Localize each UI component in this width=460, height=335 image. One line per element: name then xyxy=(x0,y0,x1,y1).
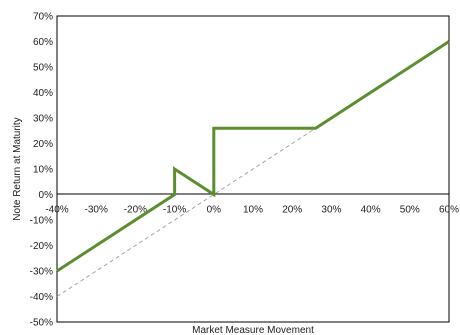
market-measure-line xyxy=(56,41,450,297)
x-tick-label: 40% xyxy=(361,205,381,216)
series-layer xyxy=(56,40,450,297)
y-tick-label: -30% xyxy=(30,267,53,278)
x-tick-label: 60% xyxy=(439,205,459,216)
y-tick-label: 10% xyxy=(33,165,53,176)
y-tick-label: 60% xyxy=(33,37,53,48)
y-tick-label: -40% xyxy=(30,292,53,303)
y-tick-label: 20% xyxy=(33,139,53,150)
x-tick-label: -10% xyxy=(163,205,186,216)
y-tick-label: 30% xyxy=(33,114,53,125)
y-tick-labels: 70% 60% 50% 40% 30% 20% 10% 0% -10% -20% -30% -40% -… xyxy=(30,12,53,329)
note-return-line xyxy=(56,40,450,273)
x-tick-label: 10% xyxy=(243,205,263,216)
y-tick-label: 40% xyxy=(33,88,53,99)
x-tick-label: -40% xyxy=(45,205,68,216)
x-tick-label: 30% xyxy=(321,205,341,216)
y-tick-label: 70% xyxy=(33,12,53,23)
x-tick-label: -30% xyxy=(85,205,108,216)
y-tick-label: 0% xyxy=(39,190,54,201)
x-tick-label: 50% xyxy=(400,205,420,216)
y-tick-label: 50% xyxy=(33,63,53,74)
y-axis-title: Note Return at Maturity xyxy=(12,117,23,220)
y-tick-label: -20% xyxy=(30,241,53,252)
x-tick-labels: -40% -30% -20% -10% 0% 10% 20% 30% 40% 50% 60% xyxy=(45,205,459,216)
plot-area-border xyxy=(56,15,450,323)
x-axis-title: Market Measure Movement xyxy=(192,325,314,335)
y-tick-label: -50% xyxy=(30,318,53,329)
x-tick-label: -20% xyxy=(124,205,147,216)
x-tick-label: 20% xyxy=(282,205,302,216)
x-tick-label: 0% xyxy=(207,205,222,216)
y-tick-label: -10% xyxy=(30,216,53,227)
